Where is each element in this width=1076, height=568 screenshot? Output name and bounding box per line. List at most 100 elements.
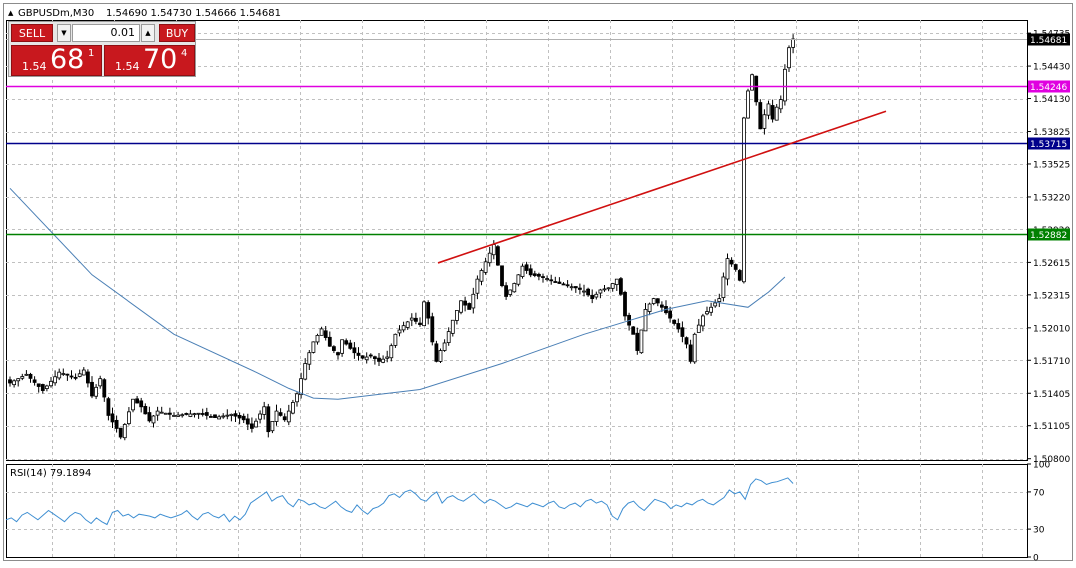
candle xyxy=(266,403,271,438)
candle xyxy=(758,99,763,130)
ask-price-button[interactable]: 1.54 70 4 xyxy=(104,44,195,76)
sell-button[interactable]: SELL xyxy=(11,24,53,42)
candle-body xyxy=(541,276,545,278)
collapse-icon[interactable]: ▲ xyxy=(8,9,14,17)
candle-body xyxy=(729,259,734,265)
candle-body xyxy=(783,68,787,102)
y-tick-label: 1.53220 xyxy=(1033,193,1070,203)
candle xyxy=(364,352,369,364)
candle-body xyxy=(660,304,664,308)
candle-body xyxy=(61,373,66,375)
candle-body xyxy=(254,420,258,428)
candle xyxy=(688,339,693,364)
candle-body xyxy=(323,330,328,338)
lot-increase-button[interactable]: ▲ xyxy=(141,24,155,42)
candle-body xyxy=(331,346,336,351)
candle-body xyxy=(28,373,33,379)
candle xyxy=(709,302,713,316)
candle xyxy=(725,253,730,286)
candle xyxy=(594,291,599,300)
candle-body xyxy=(631,326,636,335)
candle xyxy=(692,332,697,364)
candle-body xyxy=(754,75,759,103)
candle-body xyxy=(463,300,468,306)
candle-body xyxy=(569,286,574,289)
candle-body xyxy=(311,341,316,353)
candle-body xyxy=(450,319,455,334)
candle xyxy=(737,268,742,282)
candle xyxy=(254,418,258,428)
candle xyxy=(163,412,168,415)
candle-body xyxy=(118,427,123,438)
candle xyxy=(180,413,185,418)
level-price-box xyxy=(1028,228,1070,241)
candle-body xyxy=(742,117,746,283)
buy-button[interactable]: BUY xyxy=(159,24,195,42)
candle-body xyxy=(791,38,795,48)
candle-body xyxy=(20,376,25,379)
candle xyxy=(418,317,422,327)
current-price-label: 1.54681 xyxy=(1030,36,1067,46)
candle-body xyxy=(36,383,41,387)
candle xyxy=(537,272,541,281)
one-click-trading-panel: SELL ▼ 0.01 ▲ BUY 1.54 68 1 1.54 70 4 xyxy=(8,21,196,77)
candle xyxy=(225,409,230,420)
lot-size-input[interactable]: 0.01 xyxy=(72,24,140,42)
candle-body xyxy=(405,321,410,328)
candle xyxy=(582,284,586,297)
candle xyxy=(372,355,377,365)
candle xyxy=(762,109,767,135)
candle xyxy=(274,404,279,426)
candle xyxy=(442,339,447,352)
candle-body xyxy=(520,265,525,277)
candle-body xyxy=(475,278,480,294)
candle-body xyxy=(409,317,414,321)
candle xyxy=(57,368,62,381)
candle-body xyxy=(172,415,176,417)
candle-body xyxy=(594,293,599,298)
candle-body xyxy=(418,322,422,325)
candles xyxy=(8,34,795,441)
candle xyxy=(413,312,418,325)
candle xyxy=(110,407,115,428)
candle xyxy=(36,383,41,393)
candle-body xyxy=(385,356,390,359)
candle-body xyxy=(442,342,447,351)
candle xyxy=(377,353,381,366)
y-tick-label: 1.52615 xyxy=(1033,259,1070,269)
candle-body xyxy=(516,274,521,285)
candle xyxy=(565,280,570,288)
candle xyxy=(512,282,517,293)
candle xyxy=(20,373,25,381)
candle xyxy=(676,318,681,333)
candle xyxy=(778,95,783,114)
candle xyxy=(90,376,94,399)
y-tick-label: 1.51405 xyxy=(1033,390,1070,400)
candle-body xyxy=(610,283,615,289)
candle xyxy=(602,285,607,292)
candle xyxy=(647,302,652,316)
level-price-label: 1.53715 xyxy=(1030,140,1067,150)
candle-body xyxy=(635,332,640,351)
candle-body xyxy=(147,412,152,422)
y-tick-label: 1.51105 xyxy=(1033,422,1070,432)
candle-body xyxy=(106,398,111,416)
candle-body xyxy=(336,352,340,356)
candle-body xyxy=(680,327,685,337)
lot-decrease-button[interactable]: ▼ xyxy=(57,24,71,42)
candle-body xyxy=(237,414,242,419)
candle xyxy=(270,420,275,434)
candle-body xyxy=(434,343,439,362)
candle-body xyxy=(24,373,29,376)
y-tick-label: 1.53825 xyxy=(1033,128,1070,138)
candle-body xyxy=(102,379,107,398)
ask-fraction-digit: 4 xyxy=(181,48,188,59)
candle xyxy=(336,351,340,360)
y-tick-label: 1.51710 xyxy=(1033,357,1070,367)
candle xyxy=(286,404,291,426)
bid-price-button[interactable]: 1.54 68 1 xyxy=(11,44,102,76)
candle xyxy=(249,417,254,433)
candle xyxy=(102,378,107,402)
candle-body xyxy=(578,287,582,290)
candle-body xyxy=(163,412,168,415)
